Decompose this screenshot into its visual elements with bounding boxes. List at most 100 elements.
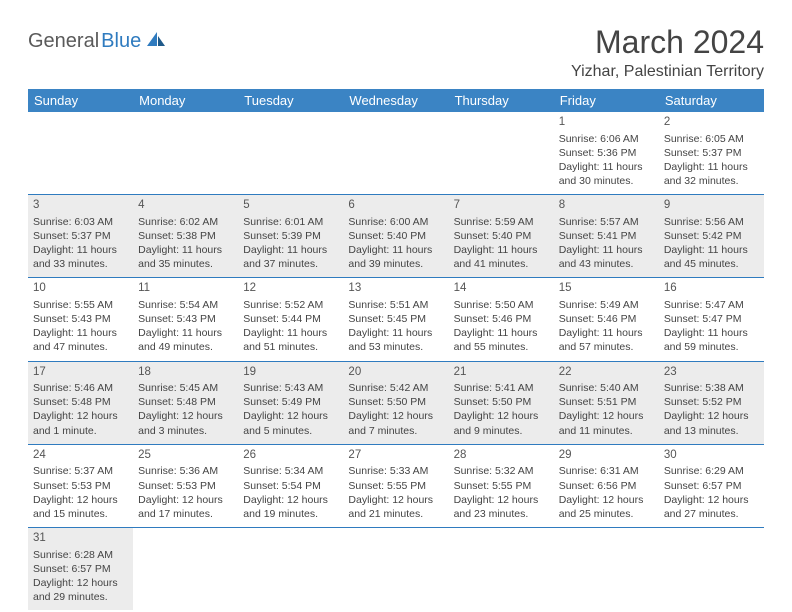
day-cell [554, 528, 659, 611]
sunrise-text: Sunrise: 5:34 AM [243, 464, 338, 478]
daylight2-text: and 1 minute. [33, 424, 128, 438]
day-number: 21 [454, 365, 549, 381]
sunset-text: Sunset: 5:42 PM [664, 229, 759, 243]
sunrise-text: Sunrise: 6:02 AM [138, 215, 233, 229]
daylight2-text: and 49 minutes. [138, 340, 233, 354]
day-cell: 22Sunrise: 5:40 AMSunset: 5:51 PMDayligh… [554, 361, 659, 444]
header-tuesday: Tuesday [238, 89, 343, 112]
daylight2-text: and 23 minutes. [454, 507, 549, 521]
day-cell: 26Sunrise: 5:34 AMSunset: 5:54 PMDayligh… [238, 444, 343, 527]
daylight2-text: and 51 minutes. [243, 340, 338, 354]
sunrise-text: Sunrise: 5:33 AM [348, 464, 443, 478]
daylight1-text: Daylight: 11 hours [243, 243, 338, 257]
daylight2-text: and 35 minutes. [138, 257, 233, 271]
day-cell [449, 112, 554, 195]
daylight2-text: and 5 minutes. [243, 424, 338, 438]
sunrise-text: Sunrise: 5:49 AM [559, 298, 654, 312]
day-cell: 16Sunrise: 5:47 AMSunset: 5:47 PMDayligh… [659, 278, 764, 361]
day-number: 16 [664, 281, 759, 297]
day-number: 10 [33, 281, 128, 297]
daylight1-text: Daylight: 11 hours [138, 326, 233, 340]
daylight1-text: Daylight: 12 hours [243, 409, 338, 423]
daylight1-text: Daylight: 12 hours [138, 409, 233, 423]
day-cell: 31Sunrise: 6:28 AMSunset: 6:57 PMDayligh… [28, 528, 133, 611]
daylight2-text: and 33 minutes. [33, 257, 128, 271]
day-cell [449, 528, 554, 611]
day-cell [28, 112, 133, 195]
day-number: 28 [454, 448, 549, 464]
daylight1-text: Daylight: 11 hours [664, 326, 759, 340]
day-number: 11 [138, 281, 233, 297]
sunrise-text: Sunrise: 5:41 AM [454, 381, 549, 395]
day-cell [659, 528, 764, 611]
sunset-text: Sunset: 5:41 PM [559, 229, 654, 243]
sunset-text: Sunset: 5:47 PM [664, 312, 759, 326]
day-cell: 8Sunrise: 5:57 AMSunset: 5:41 PMDaylight… [554, 195, 659, 278]
sunrise-text: Sunrise: 6:31 AM [559, 464, 654, 478]
day-number: 24 [33, 448, 128, 464]
day-number: 23 [664, 365, 759, 381]
sunset-text: Sunset: 5:53 PM [138, 479, 233, 493]
daylight1-text: Daylight: 11 hours [559, 160, 654, 174]
daylight1-text: Daylight: 12 hours [138, 493, 233, 507]
day-cell: 13Sunrise: 5:51 AMSunset: 5:45 PMDayligh… [343, 278, 448, 361]
sunset-text: Sunset: 5:46 PM [559, 312, 654, 326]
day-cell: 29Sunrise: 6:31 AMSunset: 6:56 PMDayligh… [554, 444, 659, 527]
day-cell: 18Sunrise: 5:45 AMSunset: 5:48 PMDayligh… [133, 361, 238, 444]
sunrise-text: Sunrise: 5:36 AM [138, 464, 233, 478]
daylight1-text: Daylight: 12 hours [33, 576, 128, 590]
sunset-text: Sunset: 5:44 PM [243, 312, 338, 326]
daylight1-text: Daylight: 11 hours [33, 326, 128, 340]
daylight1-text: Daylight: 12 hours [33, 409, 128, 423]
sunset-text: Sunset: 6:56 PM [559, 479, 654, 493]
day-cell [238, 112, 343, 195]
sunrise-text: Sunrise: 5:46 AM [33, 381, 128, 395]
day-cell: 27Sunrise: 5:33 AMSunset: 5:55 PMDayligh… [343, 444, 448, 527]
logo-text-blue: Blue [101, 30, 141, 53]
sunset-text: Sunset: 5:48 PM [33, 395, 128, 409]
daylight1-text: Daylight: 11 hours [243, 326, 338, 340]
day-cell: 20Sunrise: 5:42 AMSunset: 5:50 PMDayligh… [343, 361, 448, 444]
sunset-text: Sunset: 5:38 PM [138, 229, 233, 243]
location-text: Yizhar, Palestinian Territory [571, 63, 764, 81]
day-number: 26 [243, 448, 338, 464]
sunrise-text: Sunrise: 5:42 AM [348, 381, 443, 395]
daylight1-text: Daylight: 11 hours [348, 243, 443, 257]
day-number: 4 [138, 198, 233, 214]
daylight2-text: and 53 minutes. [348, 340, 443, 354]
day-cell: 5Sunrise: 6:01 AMSunset: 5:39 PMDaylight… [238, 195, 343, 278]
day-number: 9 [664, 198, 759, 214]
day-cell: 4Sunrise: 6:02 AMSunset: 5:38 PMDaylight… [133, 195, 238, 278]
header-sunday: Sunday [28, 89, 133, 112]
sunset-text: Sunset: 5:53 PM [33, 479, 128, 493]
sunset-text: Sunset: 5:37 PM [664, 146, 759, 160]
day-number: 15 [559, 281, 654, 297]
daylight2-text: and 30 minutes. [559, 174, 654, 188]
day-number: 29 [559, 448, 654, 464]
week-row: 31Sunrise: 6:28 AMSunset: 6:57 PMDayligh… [28, 528, 764, 611]
daylight1-text: Daylight: 11 hours [33, 243, 128, 257]
day-cell: 2Sunrise: 6:05 AMSunset: 5:37 PMDaylight… [659, 112, 764, 195]
week-row: 24Sunrise: 5:37 AMSunset: 5:53 PMDayligh… [28, 444, 764, 527]
sunrise-text: Sunrise: 5:40 AM [559, 381, 654, 395]
calendar-table: Sunday Monday Tuesday Wednesday Thursday… [28, 89, 764, 610]
day-cell: 6Sunrise: 6:00 AMSunset: 5:40 PMDaylight… [343, 195, 448, 278]
day-cell: 12Sunrise: 5:52 AMSunset: 5:44 PMDayligh… [238, 278, 343, 361]
daylight2-text: and 39 minutes. [348, 257, 443, 271]
daylight2-text: and 7 minutes. [348, 424, 443, 438]
daylight2-text: and 21 minutes. [348, 507, 443, 521]
daylight2-text: and 47 minutes. [33, 340, 128, 354]
sunset-text: Sunset: 6:57 PM [33, 562, 128, 576]
day-cell: 14Sunrise: 5:50 AMSunset: 5:46 PMDayligh… [449, 278, 554, 361]
logo: General Blue [28, 30, 167, 53]
sunset-text: Sunset: 5:45 PM [348, 312, 443, 326]
sunset-text: Sunset: 5:37 PM [33, 229, 128, 243]
daylight2-text: and 37 minutes. [243, 257, 338, 271]
week-row: 10Sunrise: 5:55 AMSunset: 5:43 PMDayligh… [28, 278, 764, 361]
sunset-text: Sunset: 5:43 PM [138, 312, 233, 326]
title-block: March 2024 Yizhar, Palestinian Territory [571, 24, 764, 81]
sunrise-text: Sunrise: 5:38 AM [664, 381, 759, 395]
daylight2-text: and 19 minutes. [243, 507, 338, 521]
day-cell: 10Sunrise: 5:55 AMSunset: 5:43 PMDayligh… [28, 278, 133, 361]
daylight2-text: and 41 minutes. [454, 257, 549, 271]
